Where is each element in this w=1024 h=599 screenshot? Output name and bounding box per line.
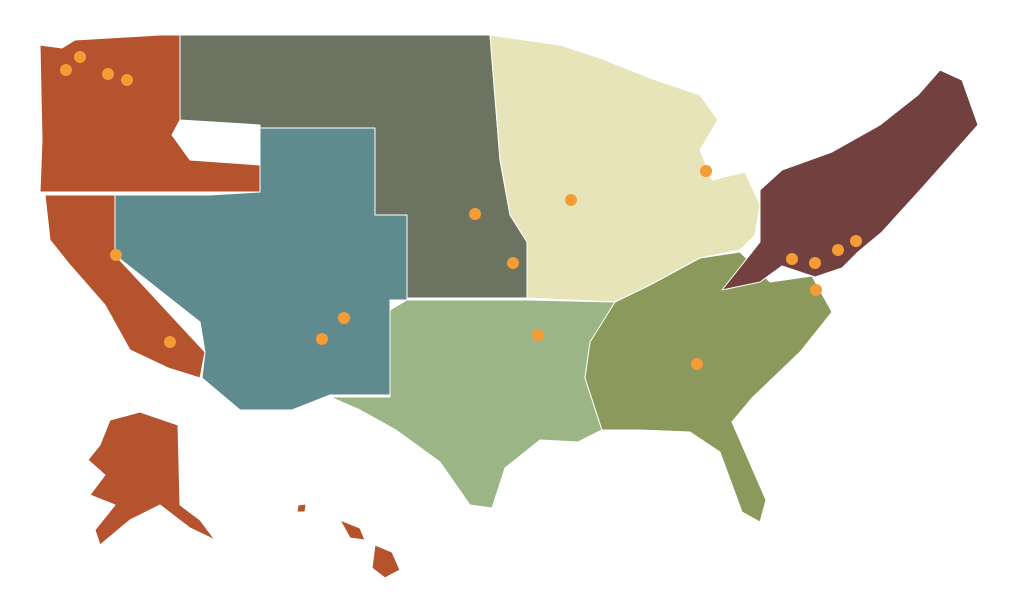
marker: [700, 165, 712, 177]
northeast-states: [721, 69, 979, 291]
marker: [316, 333, 328, 345]
southeast-states: [584, 251, 833, 523]
midwest-states: [489, 34, 761, 303]
midwest-region: [489, 34, 761, 303]
marker: [532, 329, 544, 341]
marker: [786, 253, 798, 265]
marker: [74, 51, 86, 63]
marker: [121, 74, 133, 86]
marker: [810, 284, 822, 296]
pacific-northwest: [39, 34, 261, 193]
marker: [338, 312, 350, 324]
marker: [507, 257, 519, 269]
markers: [60, 51, 862, 370]
southeast-region: [584, 251, 833, 523]
marker: [110, 249, 122, 261]
marker: [469, 208, 481, 220]
marker: [850, 235, 862, 247]
hawaii-2: [339, 519, 366, 541]
west-region: [39, 34, 401, 579]
marker: [102, 68, 114, 80]
marker: [809, 257, 821, 269]
marker: [832, 244, 844, 256]
marker: [691, 358, 703, 370]
northeast-region: [721, 69, 979, 291]
marker: [164, 336, 176, 348]
marker: [565, 194, 577, 206]
hawaii-3: [296, 503, 307, 513]
alaska: [87, 411, 216, 546]
hawaii-1: [371, 544, 401, 579]
marker: [60, 64, 72, 76]
